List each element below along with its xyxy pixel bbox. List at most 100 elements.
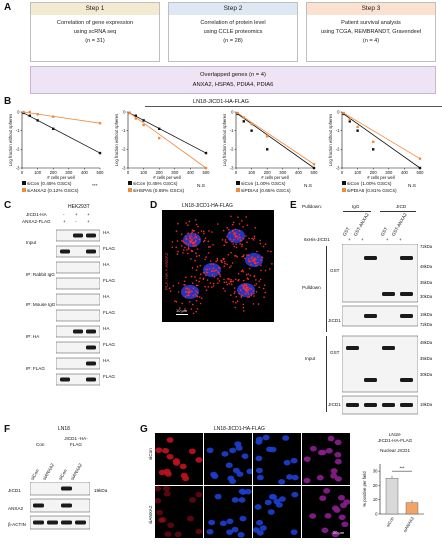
pla-dot — [196, 248, 199, 250]
pla-dot — [226, 227, 229, 229]
pla-dot — [185, 235, 187, 237]
if-cell — [159, 516, 167, 523]
chart-b3-y-tick-label: -1 — [230, 128, 234, 133]
pla-dot — [217, 282, 219, 285]
c-blot-label-7: HA — [103, 326, 110, 331]
e-row-gst-1: GST — [330, 268, 340, 273]
pla-dot — [186, 294, 188, 297]
pla-dot — [190, 233, 193, 235]
pla-dot — [230, 280, 233, 283]
pla-dot — [241, 245, 243, 248]
chart-b1-y-tick-label: 0 — [17, 109, 20, 114]
e-blot-band — [400, 314, 413, 318]
pla-dot — [185, 290, 187, 293]
pla-dot — [172, 285, 175, 287]
chart-b4-series-2-point — [418, 157, 422, 160]
chart-b1-series-1-point — [98, 151, 102, 155]
chart-b1-series-2-point — [22, 110, 25, 114]
if-cell — [236, 471, 244, 477]
c-blot-strip — [56, 341, 100, 354]
if-cell — [290, 457, 298, 464]
c-blot-strip — [56, 309, 100, 322]
pla-dot — [233, 245, 236, 248]
if-cell — [316, 474, 324, 481]
if-cell — [264, 499, 272, 506]
c-blot-band — [86, 361, 96, 366]
pla-dot — [250, 263, 252, 266]
if-cell — [331, 531, 339, 538]
pla-dot — [240, 296, 243, 298]
chart-b2-series-2-line — [129, 112, 207, 169]
if-cell — [283, 459, 291, 466]
panel-b-charts: 0 100 200 300 400 500 0 -1 -2 -3 # cells per well L… — [8, 109, 424, 180]
if-cell — [253, 527, 260, 533]
c-blot-label-6: FLAG — [103, 310, 115, 315]
pla-scale-bar — [176, 314, 188, 315]
pla-dot — [243, 287, 246, 289]
chart-b1-x-tick-label: 300 — [65, 170, 73, 175]
if-cell — [164, 531, 172, 537]
f-blot-strip — [30, 515, 90, 530]
step-3-head: Step 3 — [307, 3, 435, 15]
panel-c-row-label-1: JICD1-HA — [26, 212, 47, 217]
if-image-tile — [204, 486, 252, 538]
if-cell — [238, 497, 246, 503]
if-cell — [180, 472, 188, 479]
chart-b2-series-2-point — [134, 117, 137, 120]
if-cell — [303, 456, 311, 462]
pla-dot — [222, 287, 225, 290]
if-cell — [162, 447, 170, 454]
pla-dot — [177, 282, 180, 284]
pla-dot — [247, 254, 250, 257]
pla-dot — [250, 257, 253, 260]
chart-b3-series-1-point — [250, 129, 253, 132]
chart-b3-x-tick-label: 100 — [248, 170, 256, 175]
pla-dot — [255, 283, 258, 285]
pla-dot — [195, 290, 197, 292]
pla-dot — [213, 285, 215, 287]
pla-dot — [195, 295, 198, 297]
panel-letter-g: G — [140, 424, 148, 435]
if-cell — [278, 496, 286, 502]
pla-dot — [235, 301, 237, 304]
chart-b4-series-2-point — [342, 111, 345, 115]
chart-b2-x-tick-label: 500 — [203, 170, 211, 175]
c-section-ha: IP: HA — [26, 334, 40, 339]
c-blot-strip — [56, 277, 100, 290]
pla-dot — [238, 230, 241, 232]
pla-dot — [263, 284, 266, 287]
if-cell — [237, 532, 245, 538]
chart-b3-x-tick-label: 400 — [295, 170, 303, 175]
chart-b2-y-tick-label: -3 — [122, 165, 126, 170]
e-igg: IgG — [352, 204, 360, 209]
if-cell — [157, 517, 165, 524]
chart-b1-y-tick-label: -3 — [16, 165, 20, 170]
pla-dot — [184, 295, 187, 298]
pla-dot — [182, 252, 184, 254]
pla-dot — [184, 246, 186, 249]
pla-dot — [183, 241, 185, 244]
c-blot-band — [86, 249, 96, 254]
if-cell — [262, 434, 270, 441]
pla-dot — [194, 241, 196, 244]
pla-dot — [198, 296, 201, 298]
chart-b4-series-2-line — [343, 112, 421, 160]
pla-dot — [183, 280, 186, 283]
e-marker-6: 72kDa — [420, 322, 433, 327]
pla-dot — [215, 269, 218, 271]
pla-dot — [212, 267, 214, 270]
if-cell — [330, 468, 338, 474]
chart-b1-series-2-line — [23, 111, 101, 124]
if-image-tile — [302, 433, 350, 485]
chart-b2-xlabel: # cells per well — [153, 175, 181, 180]
c-blot-band — [86, 345, 96, 350]
pla-dot — [188, 300, 191, 303]
if-cell — [282, 435, 290, 441]
if-cell — [275, 502, 283, 508]
pla-dot — [248, 260, 250, 262]
c-blot-label-1: HA — [103, 230, 110, 235]
legend-b4: siCon (1.00% GSCs) siPDIA6 (0.81% GSCs) — [342, 181, 397, 195]
pla-dot — [195, 255, 198, 258]
pla-dot — [233, 287, 236, 289]
pla-dot — [195, 269, 198, 272]
